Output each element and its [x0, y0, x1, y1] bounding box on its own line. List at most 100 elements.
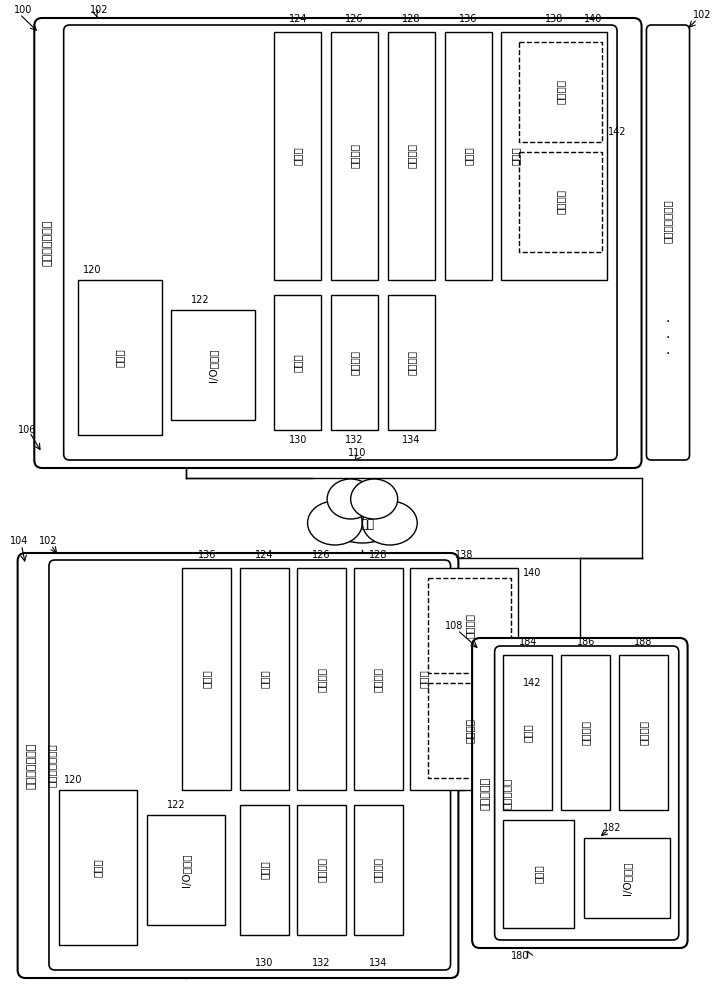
Text: 142: 142: [523, 678, 542, 688]
Text: 數據存儲: 數據存儲: [316, 666, 326, 692]
Text: 數據存儲: 數據存儲: [350, 143, 360, 168]
Text: 124: 124: [288, 14, 307, 24]
Text: 106: 106: [18, 425, 36, 435]
Text: 攝像頭: 攝像頭: [201, 670, 211, 688]
Bar: [501, 32, 607, 280]
Text: 126: 126: [345, 14, 364, 24]
Text: 視聽客戶端設備: 視聽客戶端設備: [43, 220, 53, 266]
Text: 102: 102: [90, 5, 109, 15]
Text: 134: 134: [369, 958, 387, 968]
Text: 102: 102: [693, 10, 711, 20]
Text: 130: 130: [288, 435, 307, 445]
Text: 顯示器: 顯示器: [259, 861, 269, 879]
Text: 102: 102: [39, 536, 58, 546]
Text: 142: 142: [608, 127, 627, 137]
Text: 處理器: 處理器: [115, 348, 125, 367]
Text: 124: 124: [255, 550, 273, 560]
Bar: [172, 310, 255, 420]
Bar: [331, 295, 378, 430]
Bar: [354, 805, 402, 935]
Text: 186: 186: [577, 637, 595, 647]
Bar: [297, 568, 346, 790]
Bar: [388, 295, 435, 430]
Text: 188: 188: [634, 637, 653, 647]
Bar: [503, 820, 574, 928]
Ellipse shape: [323, 487, 402, 543]
Text: 120: 120: [83, 265, 102, 275]
Text: 視聽服務器: 視聽服務器: [481, 776, 491, 810]
Text: 傳感器: 傳感器: [419, 670, 429, 688]
Text: 136: 136: [459, 14, 477, 24]
Text: 138: 138: [545, 14, 564, 24]
Text: 音頻設備: 音頻設備: [350, 350, 360, 375]
Bar: [182, 568, 231, 790]
Text: 128: 128: [402, 14, 421, 24]
Bar: [428, 578, 511, 673]
Text: 存儲器: 存儲器: [293, 147, 303, 165]
Text: 攝像頭: 攝像頭: [464, 147, 473, 165]
Text: 通信電路: 通信電路: [639, 720, 649, 745]
Bar: [240, 805, 289, 935]
Text: 面部表情: 面部表情: [465, 718, 475, 743]
FancyBboxPatch shape: [49, 560, 451, 970]
Text: 140: 140: [523, 568, 541, 578]
Text: 視聽客戶端設備: 視聽客戶端設備: [663, 199, 673, 243]
Text: 處理器: 處理器: [93, 858, 103, 877]
Text: 100: 100: [14, 5, 32, 15]
Text: 122: 122: [167, 800, 185, 810]
Text: 138: 138: [455, 550, 473, 560]
Text: 音頻輸入: 音頻輸入: [407, 350, 417, 375]
Ellipse shape: [362, 501, 417, 545]
Text: 視聽服務器: 視聽服務器: [501, 777, 511, 809]
FancyBboxPatch shape: [646, 25, 689, 460]
Text: 180: 180: [511, 951, 530, 961]
Text: 眼睛跟蹤: 眼睛跟蹤: [465, 613, 475, 638]
Text: 122: 122: [191, 295, 209, 305]
Text: I/O子系統: I/O子系統: [622, 861, 632, 895]
Text: 132: 132: [345, 435, 364, 445]
Text: 184: 184: [519, 637, 537, 647]
Bar: [519, 152, 602, 252]
Text: I/O子系統: I/O子系統: [181, 853, 191, 887]
Text: 存儲器: 存儲器: [523, 723, 533, 742]
Text: 處理器: 處理器: [534, 865, 544, 883]
Bar: [428, 683, 511, 778]
Text: I/O子系統: I/O子系統: [208, 348, 218, 382]
Text: 視聽客戶端設備: 視聽客戶端設備: [26, 742, 36, 789]
Text: 眼睛跟蹤: 眼睛跟蹤: [556, 80, 566, 104]
Bar: [297, 805, 346, 935]
Text: 音頻設備: 音頻設備: [316, 857, 326, 882]
Bar: [584, 838, 670, 918]
Text: 108: 108: [445, 621, 463, 631]
Text: 存儲器: 存儲器: [259, 670, 269, 688]
Text: 136: 136: [197, 550, 216, 560]
Text: 104: 104: [10, 536, 28, 546]
Ellipse shape: [350, 479, 398, 519]
Ellipse shape: [327, 479, 374, 519]
FancyBboxPatch shape: [63, 25, 617, 460]
Bar: [147, 815, 225, 925]
FancyBboxPatch shape: [495, 646, 679, 940]
Bar: [354, 568, 402, 790]
Text: 通信電路: 通信電路: [407, 143, 417, 168]
Ellipse shape: [308, 501, 362, 545]
Text: 110: 110: [347, 448, 366, 458]
Bar: [240, 568, 289, 790]
Text: 音頻輸入: 音頻輸入: [373, 857, 383, 882]
Text: 網絡: 網絡: [360, 518, 375, 532]
Text: 182: 182: [603, 823, 622, 833]
Bar: [388, 32, 435, 280]
Text: 120: 120: [63, 775, 82, 785]
Bar: [503, 655, 553, 810]
Bar: [519, 42, 602, 142]
Bar: [331, 32, 378, 280]
Text: 140: 140: [584, 14, 602, 24]
FancyBboxPatch shape: [18, 553, 459, 978]
Text: 顯示器: 顯示器: [293, 353, 303, 372]
Bar: [561, 655, 610, 810]
Text: 130: 130: [256, 958, 273, 968]
Text: 128: 128: [369, 550, 387, 560]
Text: 數據存儲: 數據存儲: [581, 720, 591, 745]
Bar: [78, 280, 162, 435]
Bar: [274, 295, 321, 430]
